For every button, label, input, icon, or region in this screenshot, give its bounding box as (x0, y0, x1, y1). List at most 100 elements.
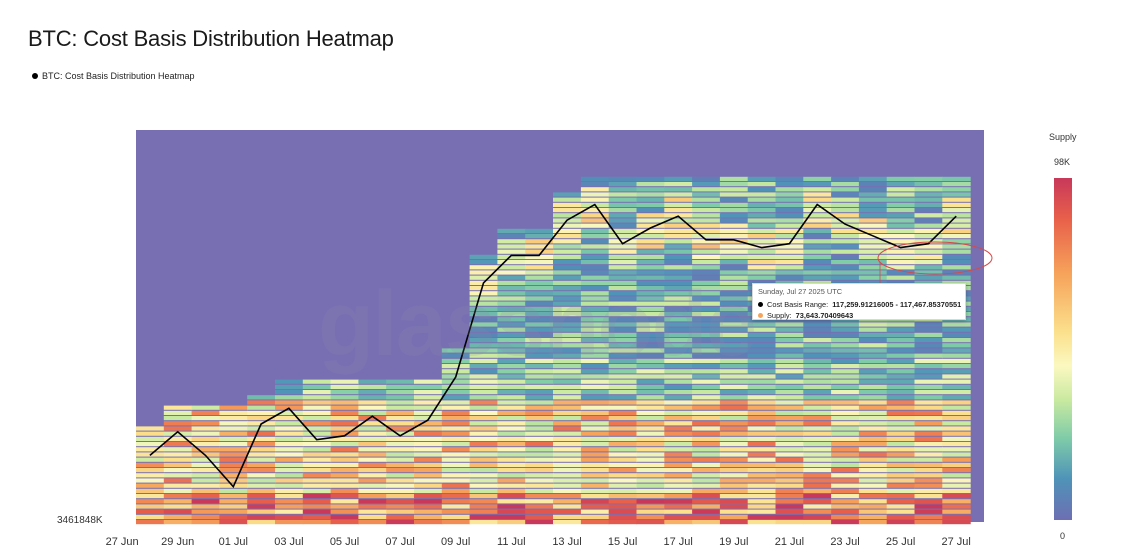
heatmap-cell (358, 488, 387, 493)
heatmap-cell (330, 468, 359, 473)
heatmap-cell (580, 192, 610, 197)
heatmap-cell (914, 327, 943, 332)
heatmap-cell (525, 332, 554, 337)
heatmap-cell (803, 442, 832, 447)
heatmap-cell (275, 395, 304, 400)
heatmap-cell (469, 338, 498, 343)
heatmap-cell (580, 228, 610, 233)
heatmap-cell (719, 410, 749, 415)
heatmap-cell (163, 462, 193, 467)
heatmap-cell (803, 436, 832, 441)
heatmap-cell (636, 280, 665, 285)
heatmap-cell (525, 442, 554, 447)
heatmap-cell (441, 358, 471, 363)
heatmap-cell (664, 249, 693, 254)
heatmap-cell (942, 244, 971, 249)
heatmap-cell (580, 197, 610, 202)
heatmap-cell (775, 400, 804, 405)
heatmap-cell (886, 338, 916, 343)
legend[interactable]: BTC: Cost Basis Distribution Heatmap (32, 71, 195, 81)
heatmap-cell (692, 468, 721, 473)
heatmap-cell (803, 327, 832, 332)
heatmap-cell (525, 488, 554, 493)
heatmap-cell (525, 296, 554, 301)
heatmap-cell (469, 358, 498, 363)
heatmap-cell (803, 343, 832, 348)
heatmap-cell (775, 280, 804, 285)
heatmap-cell (747, 436, 777, 441)
range-dot-icon (758, 302, 763, 307)
heatmap-cell (580, 280, 610, 285)
heatmap-cell (775, 275, 804, 280)
heatmap-cell (163, 483, 193, 488)
heatmap-cell (719, 239, 749, 244)
heatmap-cell (831, 468, 860, 473)
heatmap-cell (247, 494, 276, 499)
heatmap-cell (441, 452, 471, 457)
heatmap-cell (608, 447, 638, 452)
heatmap-cell (775, 431, 804, 436)
heatmap-cell (386, 395, 415, 400)
heatmap-cell (553, 254, 582, 259)
heatmap-cell (608, 343, 638, 348)
heatmap-cell (608, 509, 638, 514)
heatmap-cell (831, 452, 860, 457)
heatmap-cell (831, 416, 860, 421)
heatmap-cell (664, 499, 693, 504)
heatmap-cell (664, 509, 693, 514)
heatmap-cell (553, 504, 582, 509)
heatmap-cell (858, 499, 888, 504)
heatmap-cell (914, 213, 943, 218)
heatmap-cell (302, 509, 332, 514)
heatmap-cell (414, 462, 443, 467)
heatmap-cell (636, 327, 665, 332)
heatmap-cell (469, 494, 498, 499)
heatmap-cell (719, 343, 749, 348)
heatmap-cell (831, 499, 860, 504)
heatmap-cell (580, 384, 610, 389)
heatmap-cell (330, 390, 359, 395)
heatmap-cell (858, 384, 888, 389)
heatmap-cell (942, 176, 971, 181)
heatmap-cell (803, 218, 832, 223)
heatmap-cell (803, 473, 832, 478)
heatmap-cell (469, 369, 498, 374)
heatmap-cell (163, 509, 193, 514)
heatmap-cell (831, 239, 860, 244)
heatmap-cell (692, 301, 721, 306)
heatmap-cell (608, 223, 638, 228)
heatmap-cell (914, 462, 943, 467)
heatmap-cell (775, 239, 804, 244)
heatmap-cell (608, 364, 638, 369)
heatmap-cell (831, 473, 860, 478)
heatmap-cell (692, 358, 721, 363)
heatmap-cell (386, 520, 415, 525)
heatmap-cell (942, 514, 971, 519)
heatmap-cell (692, 187, 721, 192)
heatmap-cell (942, 208, 971, 213)
heatmap-cell (163, 431, 193, 436)
heatmap-cell (747, 192, 777, 197)
heatmap-cell (831, 187, 860, 192)
heatmap-cell (525, 468, 554, 473)
heatmap-cell (358, 520, 387, 525)
heatmap-cell (358, 483, 387, 488)
heatmap-cell (803, 421, 832, 426)
heatmap-cell (553, 374, 582, 379)
heatmap-cell (664, 182, 693, 187)
heatmap-cell (664, 301, 693, 306)
heatmap-cell (553, 234, 582, 239)
heatmap-cell (163, 452, 193, 457)
heatmap-cell (636, 197, 665, 202)
heatmap-cell (553, 353, 582, 358)
heatmap-cell (163, 520, 193, 525)
heatmap-cell (803, 260, 832, 265)
heatmap-cell (692, 202, 721, 207)
heatmap-cell (664, 265, 693, 270)
heatmap-cell (553, 244, 582, 249)
heatmap-cell (636, 410, 665, 415)
heatmap-cell (497, 416, 526, 421)
heatmap-cell (358, 473, 387, 478)
heatmap-cell (553, 338, 582, 343)
